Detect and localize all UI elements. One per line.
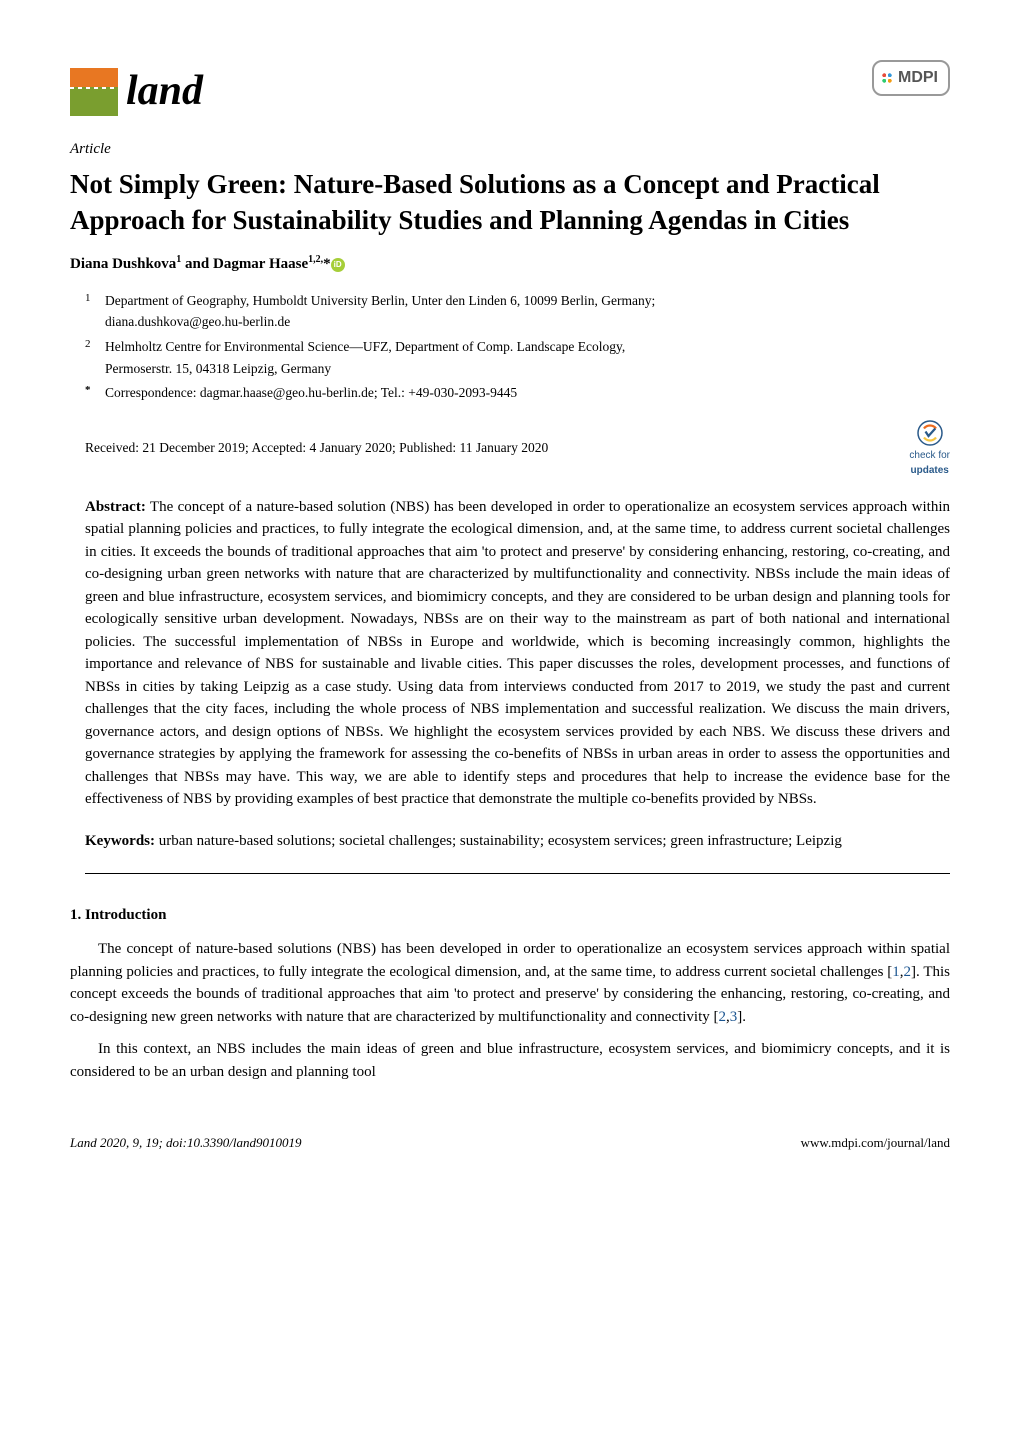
- check-updates-badge[interactable]: check for updates: [909, 418, 950, 478]
- check-updates-icon: [915, 418, 945, 448]
- abstract-block: Abstract: The concept of a nature-based …: [70, 496, 950, 811]
- dates-row: Received: 21 December 2019; Accepted: 4 …: [70, 418, 950, 478]
- correspondence-item: * Correspondence: dagmar.haase@geo.hu-be…: [105, 382, 950, 404]
- para-text: ].: [737, 1009, 746, 1025]
- correspondence-text: Correspondence: dagmar.haase@geo.hu-berl…: [105, 385, 517, 400]
- author-and: and: [181, 256, 213, 272]
- keywords-block: Keywords: urban nature-based solutions; …: [70, 829, 950, 853]
- keywords-label: Keywords:: [85, 833, 155, 849]
- citation-link[interactable]: 2: [719, 1009, 727, 1025]
- publisher-logo: MDPI: [872, 60, 950, 96]
- author-name: Diana Dushkova: [70, 256, 176, 272]
- abstract-label: Abstract:: [85, 499, 146, 515]
- section-divider: [85, 873, 950, 874]
- keywords-text: urban nature-based solutions; societal c…: [155, 833, 842, 849]
- corresponding-mark: *: [323, 256, 331, 272]
- citation-link[interactable]: 2: [904, 964, 912, 980]
- journal-logo-block: land: [70, 60, 203, 123]
- journal-logo-icon: [70, 68, 118, 116]
- affiliation-sup: 1: [85, 290, 91, 308]
- author-sup: 1,2,: [308, 254, 323, 265]
- affiliations-block: 1 Department of Geography, Humboldt Univ…: [70, 290, 950, 404]
- body-paragraph: The concept of nature-based solutions (N…: [70, 938, 950, 1028]
- correspondence-sup: *: [85, 382, 91, 400]
- article-title: Not Simply Green: Nature-Based Solutions…: [70, 166, 950, 239]
- author-name: Dagmar Haase: [213, 256, 308, 272]
- body-paragraph: In this context, an NBS includes the mai…: [70, 1038, 950, 1083]
- check-updates-label: check for: [909, 448, 950, 463]
- affiliation-email: diana.dushkova@geo.hu-berlin.de: [105, 314, 290, 329]
- check-updates-label: updates: [911, 463, 949, 478]
- affiliation-text: Helmholtz Centre for Environmental Scien…: [105, 339, 625, 354]
- abstract-text: The concept of a nature-based solution (…: [85, 499, 950, 808]
- journal-name: land: [126, 60, 203, 123]
- authors-line: Diana Dushkova1 and Dagmar Haase1,2,*: [70, 252, 950, 276]
- footer-row: Land 2020, 9, 19; doi:10.3390/land901001…: [70, 1133, 950, 1153]
- para-text: The concept of nature-based solutions (N…: [70, 941, 950, 980]
- footer-citation: Land 2020, 9, 19; doi:10.3390/land901001…: [70, 1133, 301, 1153]
- publication-dates: Received: 21 December 2019; Accepted: 4 …: [85, 438, 548, 458]
- affiliation-text: Department of Geography, Humboldt Univer…: [105, 293, 655, 308]
- affiliation-sup: 2: [85, 336, 91, 354]
- affiliation-item: 2 Helmholtz Centre for Environmental Sci…: [105, 336, 950, 379]
- affiliation-text: Permoserstr. 15, 04318 Leipzig, Germany: [105, 361, 331, 376]
- citation-link[interactable]: 1: [892, 964, 900, 980]
- para-text: In this context, an NBS includes the mai…: [70, 1041, 950, 1080]
- header-row: land MDPI: [70, 60, 950, 123]
- footer-url: www.mdpi.com/journal/land: [801, 1133, 950, 1153]
- section-heading: 1. Introduction: [70, 904, 950, 927]
- article-type: Article: [70, 138, 950, 161]
- orcid-icon[interactable]: [331, 258, 345, 272]
- affiliation-item: 1 Department of Geography, Humboldt Univ…: [105, 290, 950, 333]
